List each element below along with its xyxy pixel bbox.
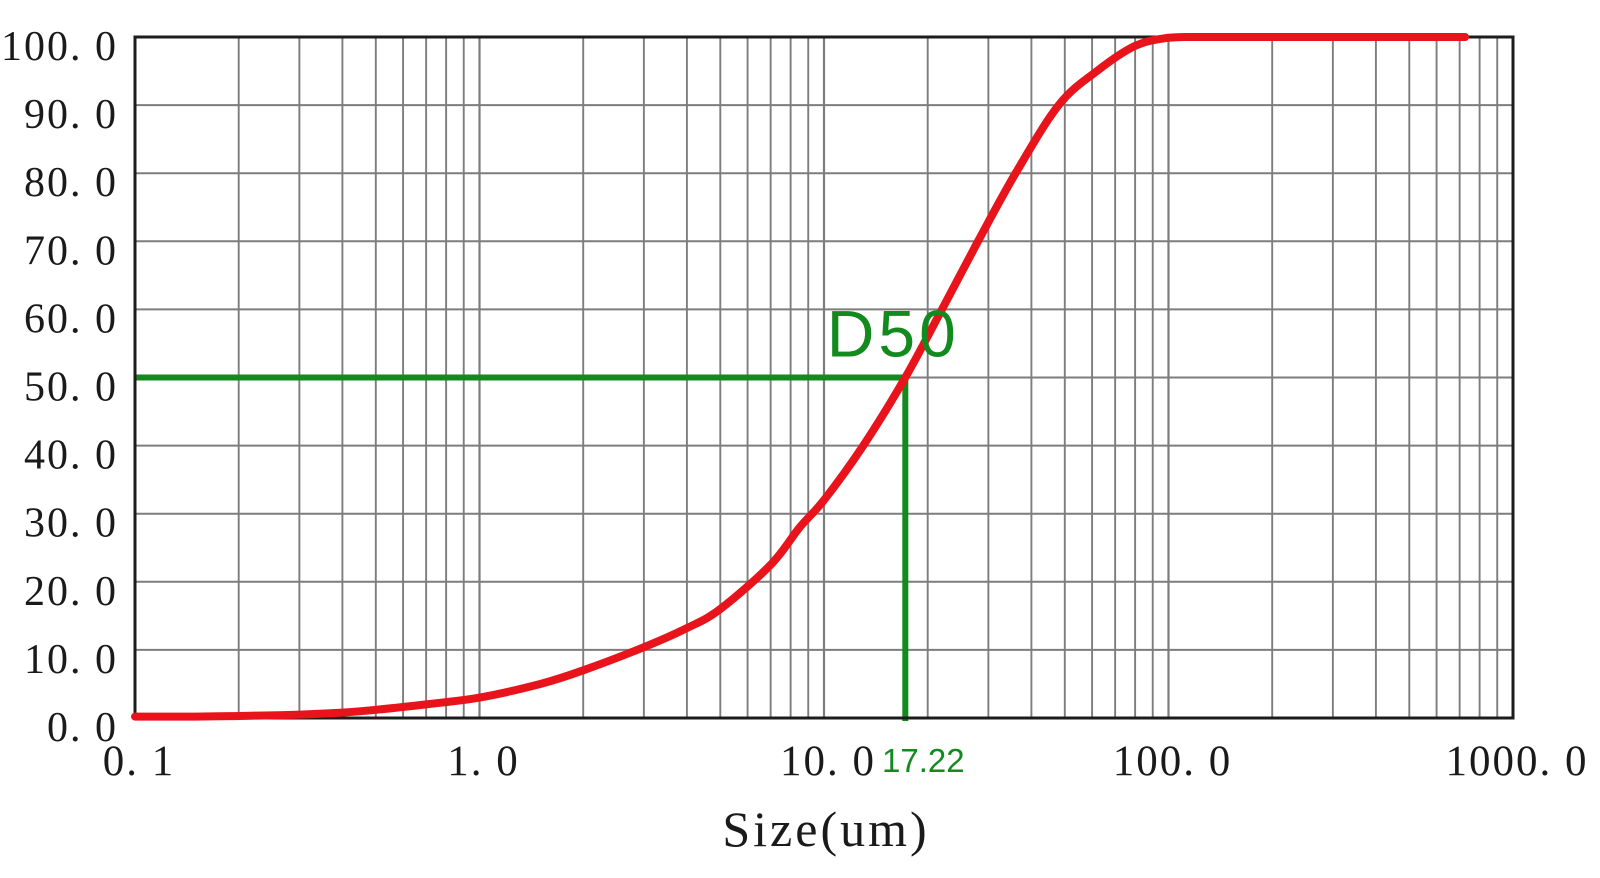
d50-label: D50 (827, 297, 960, 371)
x-tick-label: 1000. 0 (1446, 738, 1589, 785)
cumulative-curve (131, 32, 1470, 721)
y-tick-label: 0. 0 (47, 705, 118, 751)
d50-value-label: 17.22 (882, 742, 965, 779)
y-tick-label: 100. 0 (1, 24, 118, 70)
y-tick-label: 60. 0 (24, 296, 118, 342)
x-tick-label: 1. 0 (447, 738, 520, 785)
y-tick-label: 10. 0 (24, 637, 118, 683)
y-tick-label: 90. 0 (24, 92, 118, 138)
y-tick-label: 30. 0 (24, 501, 118, 547)
y-tick-label: 40. 0 (24, 433, 118, 479)
axis-tick-labels: 0. 0 10. 0 20. 0 30. 0 40. 0 50. 0 60. 0 70. 0 8… (1, 24, 1589, 785)
x-tick-label: 10. 0 (780, 738, 876, 785)
x-tick-label: 100. 0 (1113, 738, 1233, 785)
y-tick-label: 50. 0 (24, 365, 118, 411)
x-axis-title: Size(um) (722, 801, 929, 857)
plot-border (133, 35, 1515, 720)
x-tick-label: 0. 1 (103, 738, 176, 785)
y-tick-label: 80. 0 (24, 160, 118, 206)
cumulative-curve-path (131, 32, 1470, 721)
y-tick-label: 70. 0 (24, 228, 118, 274)
y-tick-label: 20. 0 (24, 569, 118, 615)
